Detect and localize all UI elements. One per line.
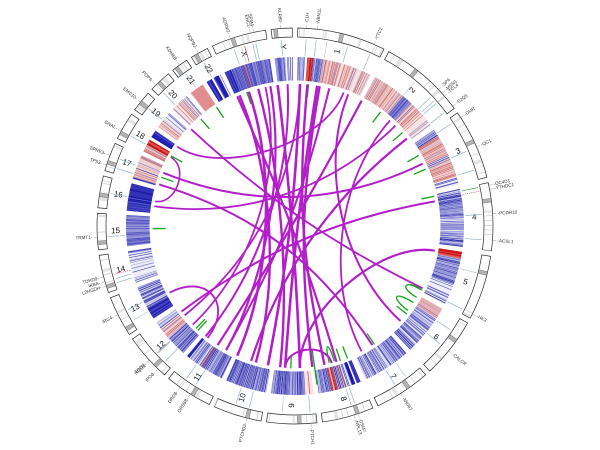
svg-text:TRMT1-: TRMT1- xyxy=(75,235,93,241)
svg-text:KLR80-: KLR80- xyxy=(277,8,283,24)
svg-text:SPM4-: SPM4- xyxy=(247,13,255,28)
svg-text:5: 5 xyxy=(462,277,470,287)
svg-text:Y: Y xyxy=(279,44,288,51)
svg-text:3: 3 xyxy=(454,146,462,156)
svg-text:ADRM2-: ADRM2- xyxy=(221,17,232,36)
svg-text:-PCDH10: -PCDH10 xyxy=(497,210,517,216)
svg-text:L2HGDH-: L2HGDH- xyxy=(81,285,102,296)
svg-text:-YTC2: -YTC2 xyxy=(374,26,384,41)
svg-text:14: 14 xyxy=(115,264,126,275)
svg-text:-NBN1L: -NBN1L xyxy=(315,7,322,24)
svg-text:10: 10 xyxy=(237,391,248,403)
svg-text:17: 17 xyxy=(121,157,133,169)
svg-text:16: 16 xyxy=(113,189,124,199)
svg-text:IKBA-: IKBA- xyxy=(88,280,101,288)
svg-text:8: 8 xyxy=(339,395,349,402)
svg-text:6: 6 xyxy=(432,332,441,342)
svg-text:-SP6: -SP6 xyxy=(440,77,451,88)
svg-text:IRG4-: IRG4- xyxy=(101,314,115,324)
svg-text:15: 15 xyxy=(111,226,121,235)
svg-text:-HK3: -HK3 xyxy=(476,314,488,323)
svg-text:-C1H: -C1H xyxy=(304,12,310,23)
svg-text:SPRE3-: SPRE3- xyxy=(89,145,107,156)
svg-text:-DMR: -DMR xyxy=(463,106,476,117)
svg-text:TDRD9-: TDRD9- xyxy=(82,276,100,285)
svg-text:TP53-: TP53- xyxy=(89,157,103,166)
svg-text:X: X xyxy=(239,50,249,58)
svg-text:-ACSL1: -ACSL1 xyxy=(497,238,514,244)
svg-text:PTCHD3-: PTCHD3- xyxy=(238,422,248,443)
svg-text:-NPL13: -NPL13 xyxy=(354,419,364,436)
svg-text:9: 9 xyxy=(287,403,296,408)
svg-text:GNAL-: GNAL- xyxy=(104,119,119,130)
svg-text:7: 7 xyxy=(388,372,398,381)
svg-text:-QC4D1: -QC4D1 xyxy=(493,178,511,186)
svg-text:-QC1: -QC1 xyxy=(480,138,492,147)
svg-text:1: 1 xyxy=(332,48,342,55)
svg-text:4: 4 xyxy=(472,212,477,221)
svg-text:2: 2 xyxy=(407,85,417,95)
svg-text:-YTHDC1: -YTHDC1 xyxy=(494,182,515,191)
svg-text:-GSM7: -GSM7 xyxy=(358,418,368,434)
svg-text:-PTCH1: -PTCH1 xyxy=(309,428,315,445)
svg-text:EHC2-: EHC2- xyxy=(244,14,252,29)
